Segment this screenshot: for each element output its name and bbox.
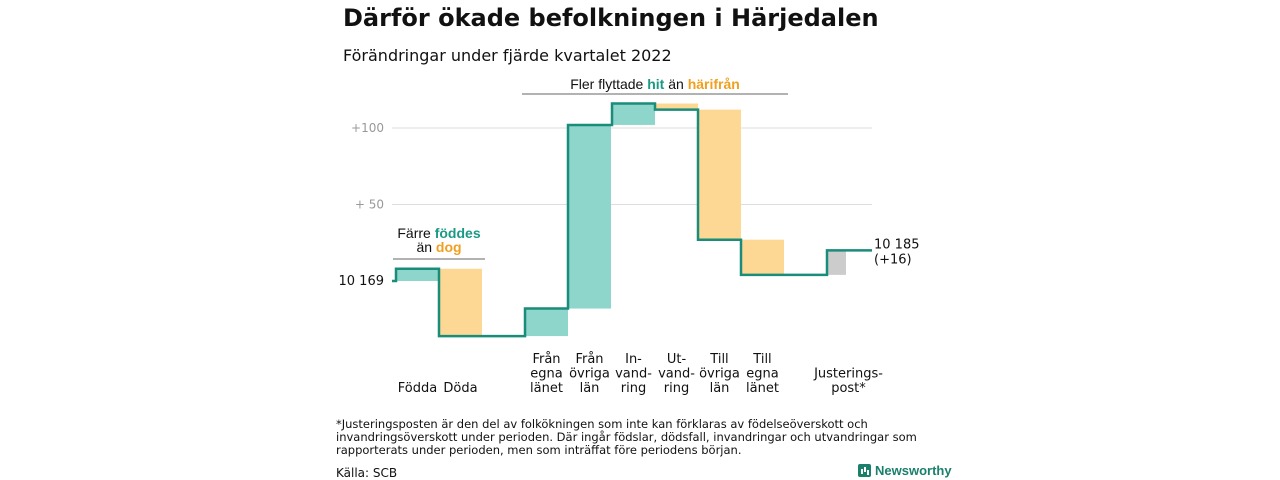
start-value-label: 10 169 bbox=[339, 274, 385, 289]
x-tick-label: ring bbox=[621, 381, 646, 396]
x-tick-label: vand- bbox=[615, 367, 652, 382]
migration-annotation-here: hit bbox=[647, 76, 664, 92]
x-tick-label: Till bbox=[709, 352, 728, 367]
x-tick-label: Döda bbox=[443, 381, 477, 396]
end-change-label: (+16) bbox=[874, 252, 912, 267]
x-tick-label: vand- bbox=[658, 367, 695, 382]
x-tick-label: Ut- bbox=[667, 352, 687, 367]
x-tick-label: egna bbox=[746, 367, 778, 382]
footnote: *Justeringsposten är den del av folkökni… bbox=[336, 417, 917, 457]
x-tick-label: Justerings- bbox=[813, 367, 883, 382]
births-annotation-line1: Färre föddes bbox=[397, 225, 480, 241]
waterfall-bar bbox=[396, 268, 439, 281]
x-tick-label: län bbox=[710, 381, 730, 396]
x-tick-label: ring bbox=[664, 381, 689, 396]
births-annotation-pre: Färre bbox=[397, 225, 434, 241]
brand-name: Newsworthy bbox=[875, 463, 952, 478]
x-tick-label: övriga bbox=[699, 367, 740, 382]
migration-annotation-pre: Fler flyttade bbox=[570, 76, 647, 92]
x-tick-label: post* bbox=[831, 381, 866, 396]
births-annotation-mid: än bbox=[416, 239, 435, 255]
waterfall-bar bbox=[612, 103, 655, 125]
migration-annotation-mid: än bbox=[664, 76, 687, 92]
cumulative-step-line bbox=[392, 102, 872, 338]
births-annotation-born: föddes bbox=[435, 225, 481, 241]
x-tick-label: egna bbox=[530, 367, 562, 382]
x-tick-label: In- bbox=[625, 352, 642, 367]
y-tick-label: +100 bbox=[351, 121, 384, 135]
waterfall-bar bbox=[568, 124, 611, 309]
x-tick-label: Till bbox=[752, 352, 771, 367]
x-tick-label: Födda bbox=[398, 381, 437, 396]
x-tick-label: Från bbox=[532, 352, 560, 367]
waterfall-bar bbox=[741, 239, 784, 275]
births-annotation-died: dog bbox=[436, 239, 462, 255]
waterfall-bar bbox=[439, 268, 482, 337]
migration-annotation: Fler flyttade hit än härifrån bbox=[570, 76, 740, 92]
chart-title: Därför ökade befolkningen i Härjedalen bbox=[343, 4, 879, 32]
source-label: Källa: SCB bbox=[336, 466, 398, 480]
end-value-label: 10 185 bbox=[874, 237, 920, 252]
x-tick-label: övriga bbox=[569, 367, 610, 382]
newsworthy-logo-icon bbox=[858, 464, 871, 477]
waterfall-bar bbox=[698, 109, 741, 240]
x-tick-label: Från bbox=[575, 352, 603, 367]
waterfall-bar bbox=[655, 103, 698, 110]
migration-annotation-away: härifrån bbox=[688, 76, 740, 92]
births-annotation-line2: än dog bbox=[416, 239, 461, 255]
x-tick-label: län bbox=[580, 381, 600, 396]
x-tick-label: länet bbox=[530, 381, 563, 396]
chart-subtitle: Förändringar under fjärde kvartalet 2022 bbox=[343, 46, 672, 65]
waterfall-bar bbox=[827, 250, 846, 275]
x-tick-label: länet bbox=[746, 381, 779, 396]
brand-logo: Newsworthy bbox=[858, 463, 952, 478]
waterfall-bar bbox=[525, 308, 568, 337]
y-tick-label: + 50 bbox=[355, 198, 384, 212]
